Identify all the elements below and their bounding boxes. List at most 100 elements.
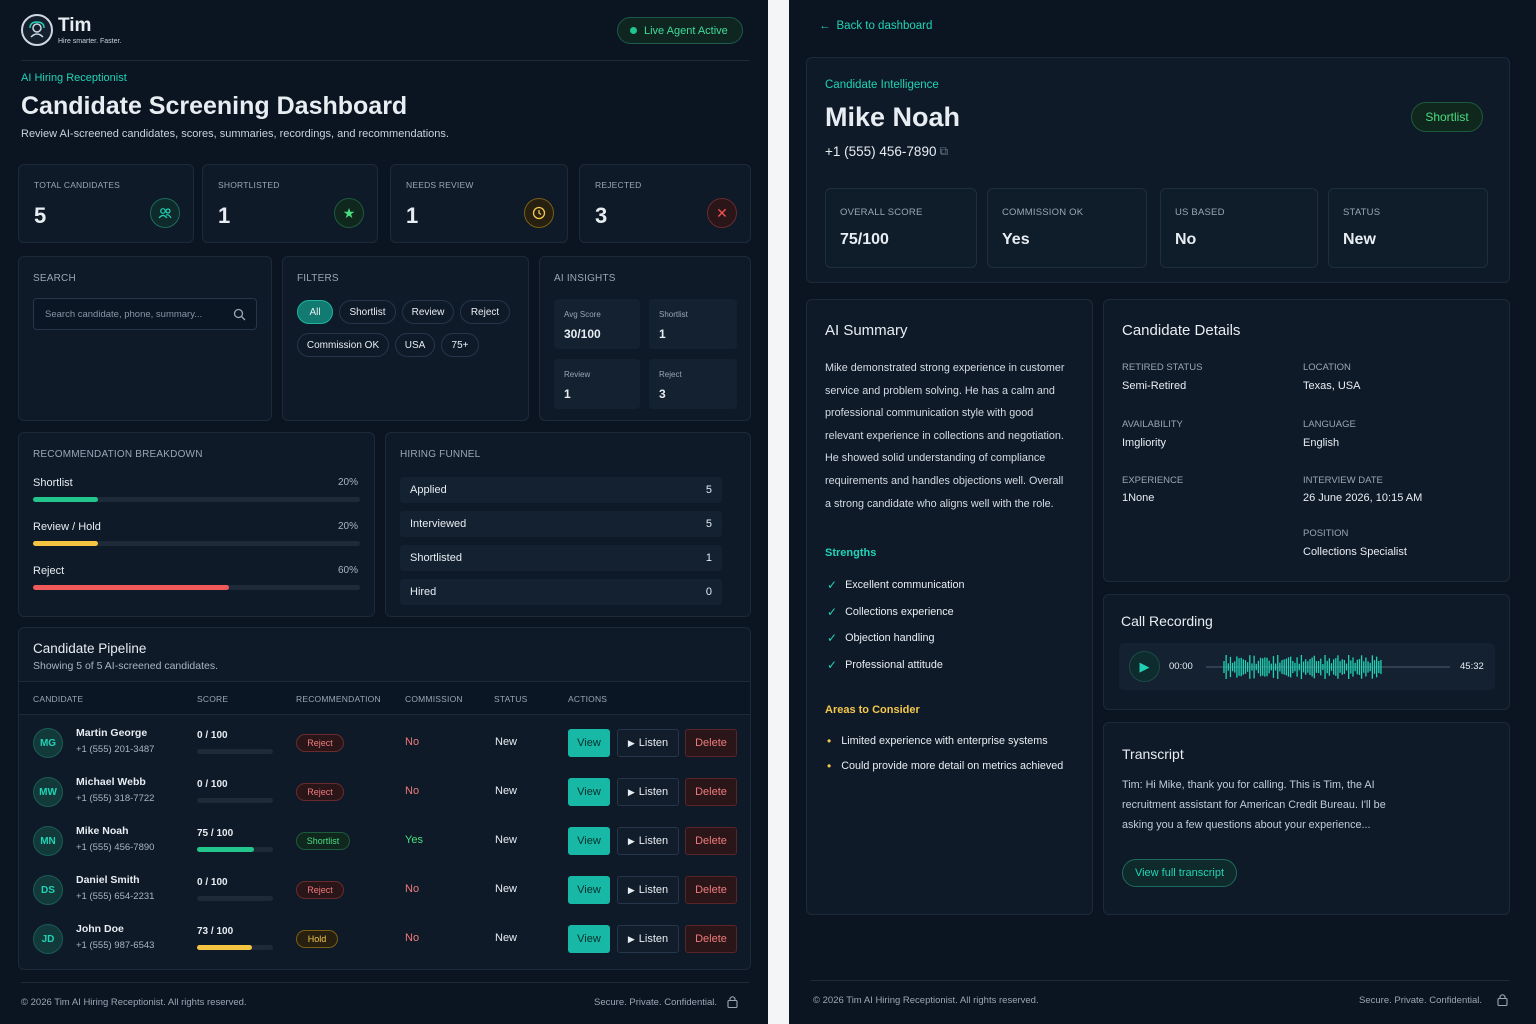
delete-button[interactable]: Delete — [685, 827, 737, 855]
transcript-title: Transcript — [1122, 746, 1184, 762]
status-value: New — [495, 785, 518, 797]
recommendation-badge: Reject — [296, 881, 344, 899]
delete-button[interactable]: Delete — [685, 729, 737, 757]
funnel-stage-name: Shortlisted — [410, 552, 462, 564]
transcript-text: Tim: Hi Mike, thank you for calling. Thi… — [1122, 775, 1502, 835]
view-full-transcript-button[interactable]: View full transcript — [1122, 859, 1237, 887]
candidate-phone-row: +1 (555) 456-7890 ⧉ — [825, 144, 948, 159]
listen-button[interactable]: ▶ Listen — [617, 827, 679, 855]
search-input[interactable]: Search candidate, phone, summary... — [33, 298, 257, 330]
score-bar-track — [197, 749, 273, 754]
view-button[interactable]: View — [568, 827, 610, 855]
view-button[interactable]: View — [568, 925, 610, 953]
detail-location: Texas, USA — [1303, 380, 1361, 392]
view-button[interactable]: View — [568, 729, 610, 757]
status-value: New — [495, 932, 518, 944]
insight-label: Reject — [659, 370, 682, 379]
copy-icon[interactable]: ⧉ — [939, 144, 949, 158]
insight-label: Shortlist — [659, 310, 688, 319]
stat-label: STATUS — [1343, 207, 1381, 218]
stat-label: COMMISSION OK — [1002, 207, 1084, 218]
candidate-name[interactable]: Daniel Smith — [76, 874, 140, 886]
area-item: • Limited experience with enterprise syst… — [827, 728, 1089, 753]
commission-ok-card: COMMISSION OK Yes — [987, 188, 1147, 268]
listen-label: Listen — [638, 933, 669, 945]
breakdown-bar-track — [33, 497, 360, 502]
audio-current-time: 00:00 — [1169, 661, 1193, 672]
candidate-name[interactable]: Martin George — [76, 727, 148, 739]
listen-button[interactable]: ▶ Listen — [617, 925, 679, 953]
avatar: MN — [33, 826, 63, 856]
listen-label: Listen — [638, 786, 669, 798]
funnel-stage-count: 1 — [705, 552, 712, 564]
area-label: Limited experience with enterprise syste… — [841, 734, 1048, 747]
filter-chip-commission[interactable]: Commission OK — [297, 333, 389, 357]
filter-chip-75plus[interactable]: 75+ — [441, 333, 479, 357]
strength-label: Objection handling — [845, 632, 935, 645]
live-agent-status[interactable]: Live Agent Active — [617, 17, 743, 44]
recording-title: Call Recording — [1121, 613, 1213, 629]
detail-position: Collections Specialist — [1303, 546, 1407, 558]
commission-value: No — [405, 785, 420, 797]
stat-value: Yes — [1002, 231, 1030, 248]
funnel-stage-name: Hired — [410, 586, 437, 598]
column-header: STATUS — [494, 694, 528, 704]
table-row: MG Martin George +1 (555) 201-3487 0 / 100 R… — [19, 719, 751, 768]
call-recording-card: Call Recording ▶ 00:00 45:32 — [1103, 594, 1510, 710]
score-text: 0 / 100 — [197, 730, 228, 741]
view-button[interactable]: View — [568, 876, 610, 904]
back-to-dashboard-link[interactable]: ← Back to dashboard — [819, 20, 932, 32]
check-icon: ✓ — [827, 631, 838, 646]
lock-icon — [727, 996, 738, 1008]
transcript-line: asking you a few questions about your ex… — [1122, 819, 1371, 831]
audio-waveform[interactable] — [1206, 655, 1450, 679]
table-row: MN Mike Noah +1 (555) 456-7890 75 / 100 Shor… — [19, 817, 751, 866]
filter-chip-all[interactable]: All — [297, 300, 333, 324]
candidate-name[interactable]: John Doe — [76, 923, 124, 935]
delete-button[interactable]: Delete — [685, 925, 737, 953]
table-header: CANDIDATE SCORE RECOMMENDATION COMMISSIO… — [19, 681, 750, 715]
view-button[interactable]: View — [568, 778, 610, 806]
candidate-name[interactable]: Mike Noah — [76, 825, 129, 837]
breakdown-bar-fill — [33, 541, 99, 546]
commission-value: No — [405, 883, 420, 895]
detail-label: LOCATION — [1303, 362, 1351, 373]
score-bar-track — [197, 847, 273, 852]
listen-button[interactable]: ▶ Listen — [617, 778, 679, 806]
summary-text: Mike demonstrated strong experience in c… — [825, 357, 1085, 515]
strength-label: Professional attitude — [845, 658, 943, 671]
filter-chip-shortlist[interactable]: Shortlist — [339, 300, 396, 324]
play-icon[interactable]: ▶ — [1129, 651, 1160, 682]
listen-button[interactable]: ▶ Listen — [617, 729, 679, 757]
filter-chip-usa[interactable]: USA — [395, 333, 435, 357]
breakdown-bar-fill — [33, 497, 99, 502]
play-icon: ▶ — [627, 786, 635, 797]
candidate-details-card: Candidate Details RETIRED STATUS Semi-Re… — [1103, 299, 1510, 582]
score-text: 75 / 100 — [197, 828, 234, 839]
stat-label: TOTAL CANDIDATES — [34, 180, 121, 190]
filter-chip-review[interactable]: Review — [402, 300, 454, 324]
candidate-name[interactable]: Michael Webb — [76, 776, 146, 788]
listen-button[interactable]: ▶ Listen — [617, 876, 679, 904]
search-icon[interactable] — [233, 308, 246, 321]
search-placeholder: Search candidate, phone, summary... — [45, 309, 203, 320]
page-subtitle: Review AI-screened candidates, scores, s… — [21, 128, 449, 140]
stat-card-needs-review: NEEDS REVIEW 1 — [390, 164, 568, 243]
strength-item: ✓ Objection handling — [827, 625, 1087, 652]
x-icon: ✕ — [707, 198, 737, 228]
score-bar-track — [197, 798, 273, 803]
funnel-stage-interviewed: Interviewed 5 — [400, 511, 722, 537]
insight-value: 3 — [659, 387, 666, 401]
summary-line: relevant experience in collections and n… — [825, 429, 1064, 442]
delete-button[interactable]: Delete — [685, 876, 737, 904]
delete-button[interactable]: Delete — [685, 778, 737, 806]
filter-chip-reject[interactable]: Reject — [460, 300, 510, 324]
area-item: • Could provide more detail on metrics ac… — [827, 753, 1089, 778]
strengths-list: ✓ Excellent communication ✓ Collections exp… — [827, 572, 1087, 678]
play-icon: ▶ — [627, 884, 635, 895]
ai-summary-card: AI Summary Mike demonstrated strong expe… — [806, 299, 1093, 915]
detail-label: EXPERIENCE — [1122, 475, 1184, 486]
recommendation-breakdown-card: RECOMMENDATION BREAKDOWN Shortlist 20% Rev… — [18, 432, 375, 617]
stat-value: 1 — [218, 203, 231, 228]
column-header: COMMISSION — [405, 694, 463, 704]
